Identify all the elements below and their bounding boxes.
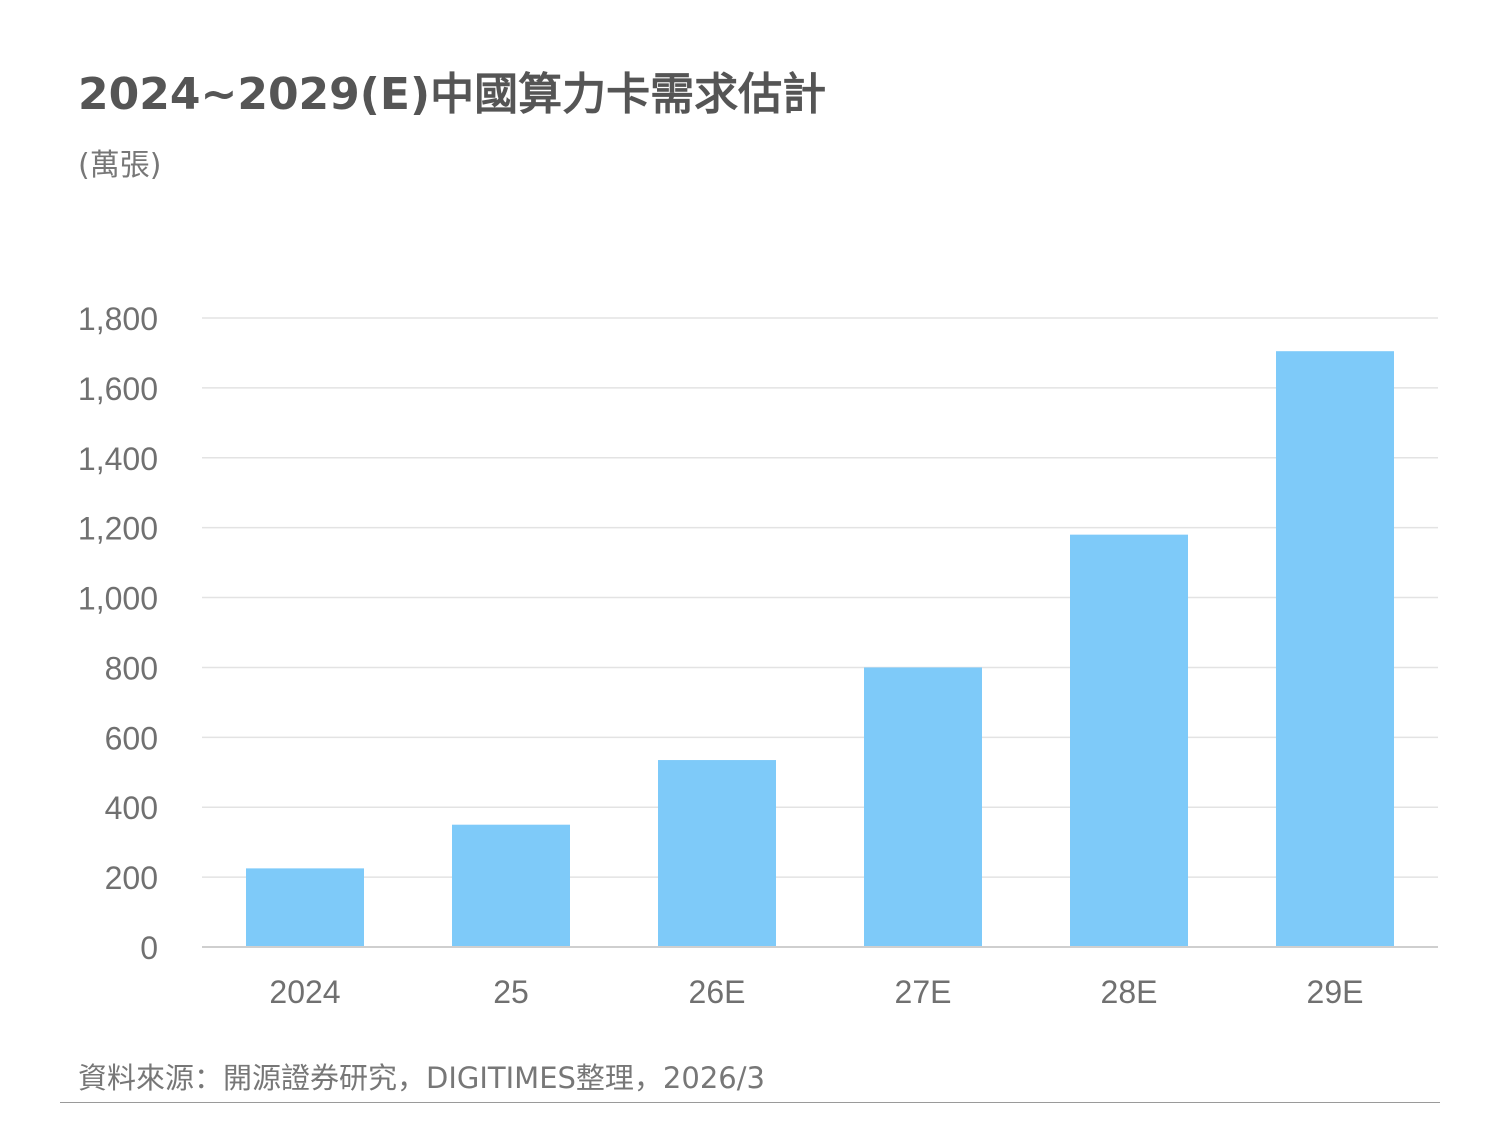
x-tick-label: 25 <box>493 974 529 1010</box>
y-tick-label: 200 <box>105 860 158 896</box>
y-tick-label: 0 <box>140 930 158 966</box>
y-axis-ticks: 0 200 400 600 800 1,000 1,200 1,400 1,600 1,800 <box>78 301 158 966</box>
bar-27e <box>864 667 982 947</box>
x-tick-label: 2024 <box>269 974 340 1010</box>
y-tick-label: 600 <box>105 720 158 756</box>
y-tick-label: 1,600 <box>78 371 158 407</box>
bottom-divider <box>60 1102 1440 1103</box>
y-tick-label: 1,000 <box>78 581 158 617</box>
bars <box>246 351 1394 947</box>
source-note: 資料來源：開源證券研究，DIGITIMES整理，2026/3 <box>78 1061 765 1095</box>
bar-2024 <box>246 868 364 947</box>
gridlines <box>202 317 1438 878</box>
chart-title: 2024~2029(E)中國算力卡需求估計 <box>78 69 827 120</box>
x-tick-label: 26E <box>689 974 746 1010</box>
chart-unit-label: (萬張) <box>78 148 162 183</box>
y-tick-label: 1,800 <box>78 301 158 337</box>
y-tick-label: 400 <box>105 790 158 826</box>
x-tick-label: 28E <box>1101 974 1158 1010</box>
y-tick-label: 1,200 <box>78 511 158 547</box>
y-tick-label: 1,400 <box>78 441 158 477</box>
x-tick-label: 29E <box>1307 974 1364 1010</box>
bar-28e <box>1070 534 1188 947</box>
bar-29e <box>1276 351 1394 947</box>
bar-25 <box>452 824 570 947</box>
y-tick-label: 800 <box>105 650 158 686</box>
bar-26e <box>658 760 776 947</box>
x-tick-label: 27E <box>895 974 952 1010</box>
x-axis-ticks: 2024 25 26E 27E 28E 29E <box>269 974 1363 1010</box>
